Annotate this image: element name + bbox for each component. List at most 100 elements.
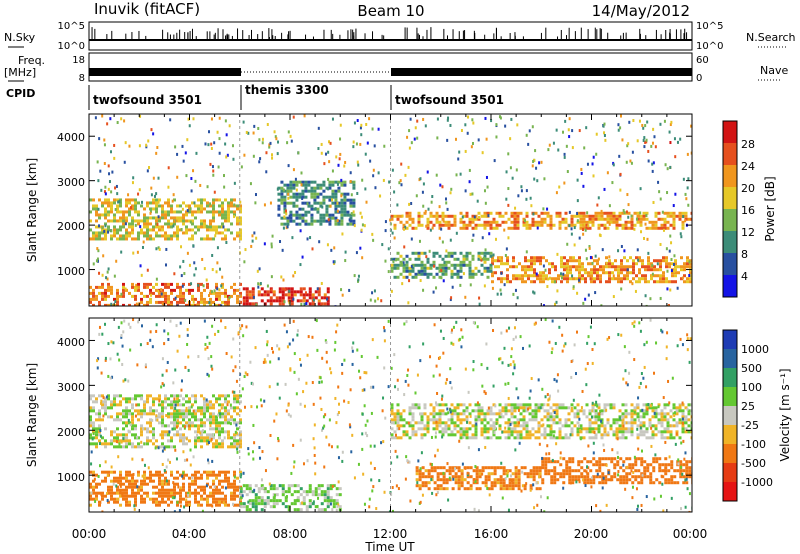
velocity-cell: [320, 508, 324, 512]
velocity-cell: [634, 469, 638, 473]
velocity-cell: [531, 412, 535, 416]
power-cell: [596, 262, 599, 266]
velocity-cell: [281, 502, 285, 506]
power-cell: [233, 203, 236, 207]
velocity-cell: [164, 500, 167, 504]
power-cell: [188, 263, 191, 267]
velocity-cell: [519, 418, 523, 422]
velocity-cell: [480, 406, 484, 410]
power-cell: [170, 225, 173, 229]
velocity-cell: [498, 436, 502, 440]
power-cell: [319, 192, 323, 196]
power-cell: [669, 288, 672, 292]
power-cell: [346, 210, 350, 214]
power-cell: [532, 212, 535, 216]
velocity-cell: [579, 427, 583, 431]
velocity-cell: [128, 412, 131, 416]
velocity-cell: [224, 397, 227, 401]
power-cell: [146, 300, 149, 304]
power-cell: [98, 137, 101, 141]
velocity-cell: [513, 421, 517, 425]
power-cell: [242, 296, 246, 300]
velocity-cell: [522, 403, 526, 407]
velocity-cell: [496, 478, 500, 482]
power-cell: [605, 256, 608, 260]
velocity-cell: [233, 418, 236, 422]
velocity-cell: [233, 494, 236, 498]
power-cell: [672, 220, 676, 224]
power-cell: [161, 302, 164, 306]
velocity-cell: [547, 457, 551, 461]
velocity-cell: [155, 485, 158, 489]
velocity-cell: [444, 424, 448, 428]
velocity-cell: [558, 403, 562, 407]
velocity-cell: [553, 460, 557, 464]
velocity-cell: [125, 424, 128, 428]
power-cell: [197, 283, 200, 287]
power-cell: [471, 220, 475, 224]
velocity-cell: [209, 418, 212, 422]
velocity-cell: [116, 427, 119, 431]
velocity-cell: [456, 403, 460, 407]
velocity-cell: [107, 500, 110, 504]
power-cell: [142, 240, 145, 244]
velocity-cell: [466, 481, 470, 485]
velocity-cell: [450, 421, 454, 425]
power-cell: [402, 263, 406, 267]
power-cell: [420, 263, 424, 267]
power-cell: [584, 271, 587, 275]
velocity-cell: [155, 409, 158, 413]
power-cell: [218, 137, 221, 141]
velocity-cell: [684, 418, 688, 422]
power-cell: [252, 131, 255, 135]
power-cell: [583, 146, 586, 150]
velocity-cell: [194, 394, 197, 398]
power-cell: [489, 251, 493, 255]
velocity-cell: [498, 412, 502, 416]
power-cell: [678, 214, 682, 218]
power-cell: [131, 285, 134, 289]
power-cell: [390, 217, 394, 221]
power-cell: [185, 231, 188, 235]
velocity-cell: [167, 433, 170, 437]
velocity-cell: [227, 503, 230, 507]
velocity-cell: [600, 433, 604, 437]
velocity-cell: [206, 503, 209, 507]
velocity-cell: [305, 508, 309, 512]
velocity-cell: [332, 502, 336, 506]
power-cell: [119, 225, 122, 229]
power-cell: [608, 274, 611, 278]
velocity-cell: [474, 436, 478, 440]
power-cell: [218, 303, 221, 306]
velocity-cell: [179, 421, 182, 425]
velocity-cell: [424, 481, 428, 485]
power-cell: [426, 257, 430, 261]
velocity-cell: [95, 482, 98, 486]
power-cell: [533, 268, 536, 272]
power-cell: [372, 168, 375, 172]
velocity-cell: [269, 505, 273, 509]
power-cell: [349, 213, 353, 217]
power-cell: [300, 302, 303, 306]
power-cell: [677, 271, 680, 275]
power-cell: [180, 245, 183, 249]
power-cell: [167, 285, 170, 289]
power-cell: [689, 280, 692, 284]
velocity-cell: [567, 406, 571, 410]
velocity-cell: [657, 430, 661, 434]
velocity-cell: [194, 497, 197, 501]
velocity-cell: [170, 400, 173, 404]
power-cell: [122, 291, 125, 295]
power-cell: [327, 218, 330, 222]
velocity-cell: [618, 427, 622, 431]
velocity-cell: [209, 427, 212, 431]
power-cell: [131, 228, 134, 232]
power-cell: [632, 271, 635, 275]
power-cell: [216, 130, 219, 134]
velocity-cell: [673, 481, 677, 485]
power-cell: [524, 265, 527, 269]
power-cell: [500, 256, 503, 260]
velocity-cell: [531, 427, 535, 431]
power-cell: [275, 299, 279, 303]
velocity-cell: [549, 436, 553, 440]
